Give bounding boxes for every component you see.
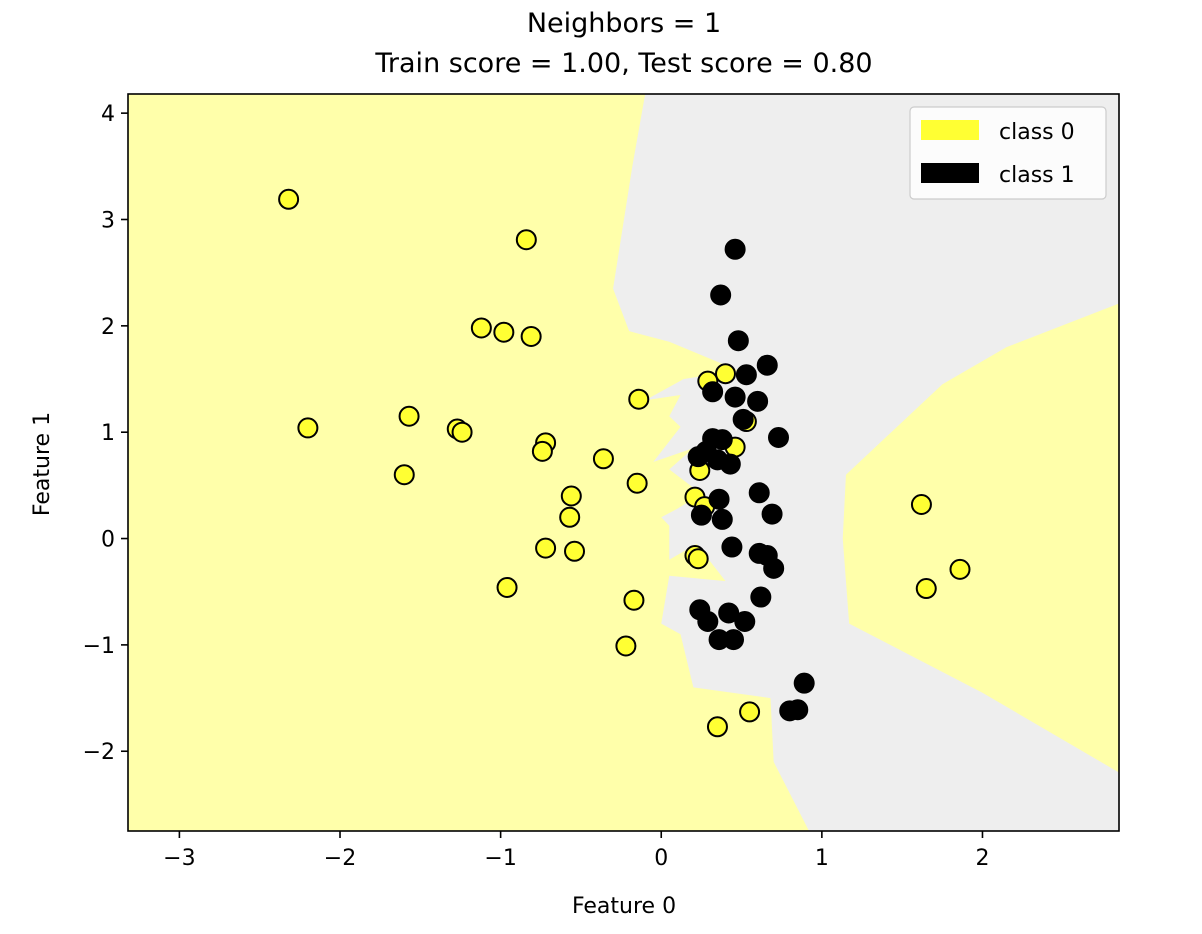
point-class-1-34 [787,699,809,721]
point-class-1-0 [724,238,746,260]
legend-label-class-0: class 0 [999,120,1075,145]
point-class-1-13 [687,446,709,468]
point-class-0-0 [278,188,300,210]
point-class-1-29 [734,610,756,632]
point-class-0-2 [470,317,492,339]
point-class-1-18 [761,503,783,525]
y-tick-label: 1 [101,421,115,446]
point-class-0-30 [687,548,709,570]
point-class-0-4 [520,325,542,347]
point-class-1-17 [708,488,730,510]
point-class-0-9 [393,464,415,486]
point-class-0-14 [626,472,648,494]
legend-label-class-1: class 1 [999,163,1075,188]
plot-area [128,94,1119,831]
point-class-1-16 [748,482,770,504]
y-axis-label: Feature 1 [30,412,55,516]
legend-swatch-class-1 [921,163,979,183]
point-class-1-31 [723,629,745,651]
point-class-0-21 [615,635,637,657]
point-class-0-3 [493,321,515,343]
chart-title-line-1: Neighbors = 1 [526,8,722,39]
point-class-0-1 [515,229,537,251]
point-class-0-20 [623,589,645,611]
point-class-0-17 [535,537,557,559]
x-tick-label: −2 [324,846,356,871]
chart-title-line-2: Train score = 1.00, Test score = 0.80 [375,48,873,79]
point-class-0-32 [739,701,761,723]
x-tick-label: −1 [484,846,516,871]
y-tick-label: 2 [101,315,115,340]
x-tick-label: 1 [815,846,829,871]
point-class-1-3 [756,354,778,376]
plot-frame [127,93,1120,832]
y-tick-label: 0 [101,528,115,553]
point-class-0-35 [949,558,971,580]
point-class-0-8 [451,421,473,443]
point-class-1-9 [767,427,789,449]
point-class-1-27 [718,602,740,624]
point-class-0-5 [297,417,319,439]
scatter-points [278,188,971,738]
point-class-1-21 [721,536,743,558]
x-tick-label: −3 [163,846,195,871]
point-class-0-11 [531,440,553,462]
point-class-0-15 [560,485,582,507]
point-class-0-34 [915,578,937,600]
point-class-1-24 [763,557,785,579]
point-class-1-15 [719,453,741,475]
point-class-1-11 [711,429,733,451]
x-tick-label: 2 [975,846,989,871]
point-class-0-33 [910,494,932,516]
point-class-0-13 [628,388,650,410]
point-class-1-2 [727,330,749,352]
y-axis: −2 −1 0 1 2 3 4 [83,102,128,765]
x-axis: −3 −2 −1 0 1 2 [163,831,989,871]
point-class-1-25 [750,586,772,608]
point-class-0-6 [398,405,420,427]
point-class-1-32 [793,672,815,694]
y-tick-label: −2 [83,740,115,765]
y-tick-label: 4 [101,102,115,127]
legend: class 0 class 1 [909,106,1107,200]
point-class-0-19 [496,576,518,598]
point-class-0-12 [592,448,614,470]
point-class-1-5 [702,381,724,403]
point-class-1-28 [697,610,719,632]
y-tick-label: −1 [83,634,115,659]
x-tick-label: 0 [654,846,668,871]
x-axis-label: Feature 0 [572,894,676,919]
legend-swatch-class-0 [921,120,979,140]
point-class-0-23 [714,363,736,385]
point-class-1-1 [710,284,732,306]
y-tick-label: 3 [101,208,115,233]
point-class-1-19 [690,504,712,526]
point-class-1-7 [747,390,769,412]
point-class-1-4 [735,364,757,386]
point-class-0-18 [564,540,586,562]
point-class-1-8 [732,408,754,430]
point-class-1-6 [724,386,746,408]
point-class-1-20 [711,508,733,530]
point-class-0-16 [559,506,581,528]
point-class-0-31 [706,716,728,738]
